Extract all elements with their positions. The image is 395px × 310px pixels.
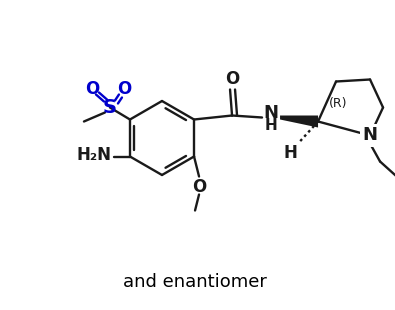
Text: N: N bbox=[363, 126, 378, 144]
Text: H: H bbox=[265, 118, 277, 133]
Text: O: O bbox=[225, 70, 239, 88]
Text: N: N bbox=[263, 104, 278, 122]
Text: O: O bbox=[192, 178, 206, 196]
Text: H: H bbox=[283, 144, 297, 162]
Text: (R): (R) bbox=[329, 97, 347, 110]
Text: and enantiomer: and enantiomer bbox=[123, 273, 267, 291]
Text: O: O bbox=[117, 81, 131, 99]
Text: S: S bbox=[103, 98, 117, 117]
Text: H₂N: H₂N bbox=[77, 145, 111, 163]
Text: O: O bbox=[85, 81, 99, 99]
Polygon shape bbox=[280, 116, 318, 127]
